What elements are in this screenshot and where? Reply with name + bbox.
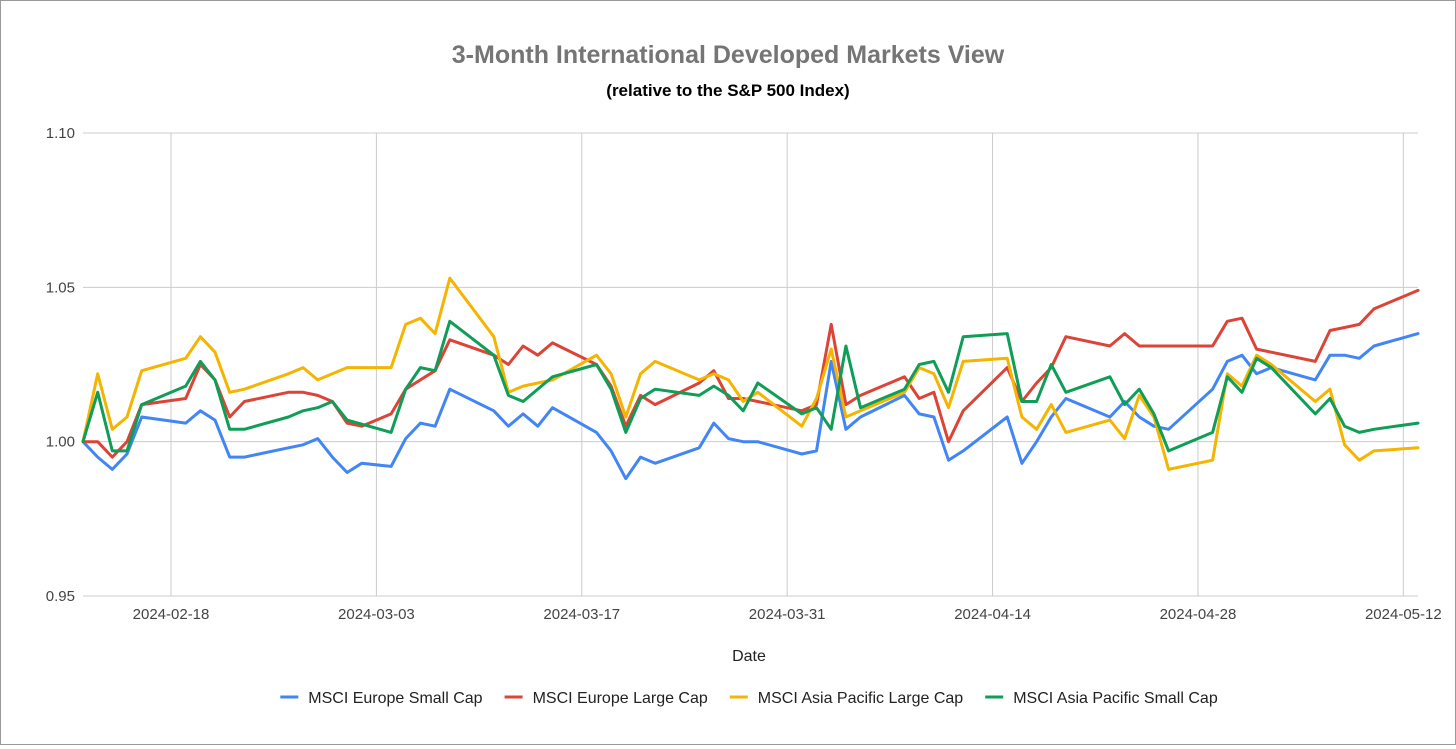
x-tick-label: 2024-03-03 [338, 606, 415, 623]
x-tick-label: 2024-03-31 [749, 606, 826, 623]
y-tick-label: 1.00 [46, 434, 75, 451]
x-tick-label: 2024-04-14 [954, 606, 1031, 623]
gridlines [83, 132, 1418, 597]
x-axis-label: Date [732, 648, 766, 665]
legend-item-3: MSCI Asia Pacific Large Cap [729, 690, 964, 707]
y-tick-label: 1.05 [46, 279, 75, 296]
legend-label: MSCI Asia Pacific Small Cap [1013, 690, 1218, 707]
series-line-2 [81, 288, 1420, 459]
y-axis-ticks: 1.10 1.05 1.00 0.95 [46, 125, 75, 605]
x-axis-ticks: 2024-02-18 2024-03-03 2024-03-17 2024-03-31… [133, 606, 1442, 623]
legend-label: MSCI Europe Small Cap [308, 690, 482, 707]
legend-item-1: MSCI Europe Small Cap [280, 690, 483, 707]
x-tick-label: 2024-02-18 [133, 606, 210, 623]
series-line-1 [81, 332, 1420, 481]
legend-item-4: MSCI Asia Pacific Small Cap [985, 690, 1218, 707]
legend-item-2: MSCI Europe Large Cap [504, 690, 708, 707]
y-tick-label: 1.10 [46, 125, 75, 142]
chart-title: 3-Month International Developed Markets … [452, 41, 1005, 69]
chart-subtitle: (relative to the S&P 500 Index) [606, 81, 849, 100]
series-line-3 [81, 276, 1420, 471]
x-tick-label: 2024-04-28 [1160, 606, 1237, 623]
y-tick-label: 0.95 [46, 588, 75, 605]
x-tick-label: 2024-03-17 [543, 606, 620, 623]
legend: MSCI Europe Small Cap MSCI Europe Large C… [280, 690, 1218, 707]
series-line-4 [81, 319, 1420, 453]
legend-label: MSCI Europe Large Cap [533, 690, 708, 707]
legend-label: MSCI Asia Pacific Large Cap [758, 690, 964, 707]
series-lines [81, 276, 1420, 481]
x-tick-label: 2024-05-12 [1365, 606, 1442, 623]
